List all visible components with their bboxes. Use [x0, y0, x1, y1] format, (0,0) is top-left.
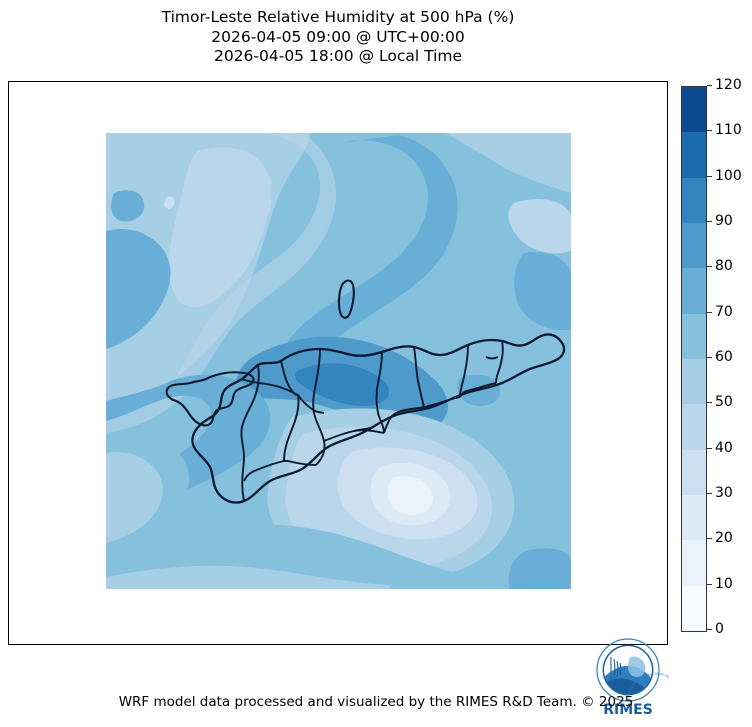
colorbar-tick-mark	[707, 583, 712, 585]
footer-credit: WRF model data processed and visualized …	[118, 694, 634, 710]
contour-region-95-core	[295, 363, 390, 406]
colorbar-band-60-70	[682, 313, 706, 359]
chart-title-block: Timor-Leste Relative Humidity at 500 hPa…	[0, 8, 676, 67]
colorbar-tick-label: 30	[715, 485, 733, 501]
colorbar-tick-mark	[707, 175, 712, 177]
title-line-local-time: 2026-04-05 18:00 @ Local Time	[213, 47, 463, 65]
colorbar-band-100-110	[682, 132, 706, 178]
colorbar-tick-mark	[707, 447, 712, 449]
district-boundaries	[240, 340, 504, 502]
colorbar-band-90-100	[682, 177, 706, 223]
colorbar-tick-mark	[707, 629, 712, 630]
colorbar-tick-label: 0	[715, 621, 724, 637]
colorbar-tick-label: 120	[715, 77, 742, 93]
colorbar-tick-mark	[707, 493, 712, 494]
timor-leste-mainland-outline	[191, 333, 566, 504]
colorbar-tick-mark	[707, 221, 712, 222]
colorbar-tick-mark	[707, 311, 712, 313]
colorbar-tick-label: 20	[715, 530, 733, 547]
colorbar-tick-mark	[707, 130, 712, 132]
contour-speck-75-nw	[111, 190, 145, 222]
colorbar-band-0-10	[682, 585, 706, 631]
colorbar-tick-label: 110	[715, 122, 742, 139]
rimes-logo: Regional Integrated Multi-Hazard Early W…	[587, 635, 669, 719]
colorbar-band-110-120	[682, 87, 706, 133]
contour-region-50-nw-core	[168, 147, 272, 308]
contour-region-75-se-corner	[508, 548, 571, 589]
colorbar-ticks: 0 10 20 30 40 50 60 70 80 90 100 110 120	[707, 77, 752, 637]
colorbar-tick-label: 90	[715, 213, 733, 229]
colorbar-band-10-20	[682, 540, 706, 586]
title-line-utc-time: 2026-04-05 09:00 @ UTC+00:00	[211, 27, 465, 46]
colorbar	[681, 86, 707, 632]
logo-outer-ring	[596, 638, 660, 702]
contour-region-25-se-core	[388, 475, 433, 515]
colorbar-band-40-50	[682, 404, 706, 450]
contour-region-75-north-plume	[272, 135, 458, 373]
colorbar-band-20-30	[682, 494, 706, 541]
logo-wordmark: RIMES	[603, 702, 653, 718]
map-plot-frame: Regional Integrated Multi-Hazard Early W…	[8, 81, 669, 719]
colorbar-tick-label: 60	[715, 349, 733, 365]
colorbar-tick-mark	[707, 357, 712, 358]
logo-inner-ring	[602, 644, 654, 696]
contour-speck-35-nw	[164, 196, 175, 209]
colorbar-tick-label: 80	[715, 258, 733, 275]
colorbar-tick-mark	[707, 538, 712, 540]
contour-fill-layer	[106, 133, 571, 589]
contour-region-75-midleft	[106, 229, 171, 349]
colorbar-tick-mark	[707, 85, 712, 86]
contour-region-55-south-strip	[106, 565, 390, 589]
colorbar-band-80-90	[682, 222, 706, 269]
colorbar-tick-label: 40	[715, 439, 733, 456]
contour-region-55-ne	[446, 133, 571, 193]
colorbar-tick-label: 10	[715, 575, 733, 592]
colorbar-band-50-60	[682, 358, 706, 405]
title-line-variable: Timor-Leste Relative Humidity at 500 hPa…	[161, 8, 515, 26]
atauro-island-outline	[337, 279, 355, 319]
colorbar-tick-label: 100	[715, 167, 742, 184]
colorbar-tick-label: 50	[715, 394, 733, 411]
contour-region-50-east	[508, 199, 571, 254]
colorbar-tick-mark	[707, 266, 712, 268]
contour-region-55-lowleft	[106, 451, 163, 543]
colorbar-tick-label: 70	[715, 303, 733, 320]
humidity-map-canvas	[106, 133, 571, 589]
colorbar-band-30-40	[682, 449, 706, 495]
colorbar-band-70-80	[682, 268, 706, 314]
colorbar-tick-mark	[707, 402, 712, 404]
contour-region-75-east	[514, 251, 571, 331]
